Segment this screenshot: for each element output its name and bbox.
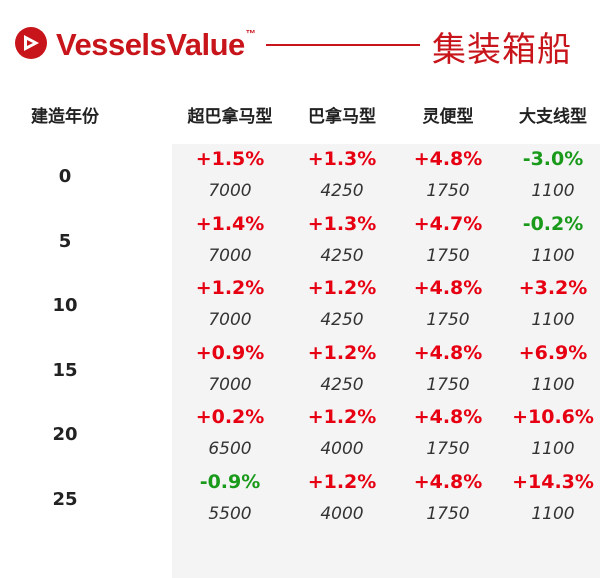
vessel-size-cell: 1100 [531, 310, 575, 330]
value-change-cell: +0.9% [195, 341, 265, 364]
value-change-cell: -0.9% [199, 470, 261, 493]
brand-name: VesselsValue™ [56, 27, 256, 62]
value-change-cell: +1.2% [307, 277, 377, 299]
vessel-size-cell: 1750 [426, 503, 470, 524]
value-change-cell: +1.3% [307, 148, 377, 170]
vessel-size-cell: 7000 [208, 245, 252, 266]
build-year-cell: 15 [52, 359, 78, 381]
build-year-cell: 0 [58, 166, 72, 187]
value-change-cell: +1.4% [195, 212, 265, 235]
value-change-cell: +4.8% [413, 470, 483, 493]
vessel-size-cell: 1100 [531, 503, 575, 524]
vessel-size-cell: 4000 [320, 439, 364, 459]
build-year-cell: 10 [52, 295, 78, 316]
section-title: 集装箱船 [432, 30, 572, 70]
value-change-cell: +1.2% [307, 341, 377, 364]
column-header: 大支线型 [519, 107, 587, 127]
vessel-size-cell: 7000 [208, 374, 252, 395]
value-change-cell: +6.9% [518, 341, 588, 364]
column-header: 灵便型 [422, 107, 474, 127]
value-change-cell: +3.2% [518, 277, 588, 299]
value-change-cell: +1.2% [307, 470, 377, 493]
value-change-cell: -3.0% [522, 148, 584, 170]
vessel-size-cell: 4250 [320, 310, 364, 330]
value-change-cell: +4.7% [413, 212, 483, 235]
vessel-size-cell: 1100 [531, 181, 575, 201]
vessel-size-cell: 7000 [208, 310, 252, 330]
value-change-cell: +10.6% [512, 406, 594, 428]
vessel-size-cell: 4250 [320, 181, 364, 201]
header: VesselsValue™ 集装箱船 [0, 0, 600, 80]
value-change-cell: +4.8% [413, 406, 483, 428]
vessel-size-cell: 4000 [320, 503, 364, 524]
vessel-size-cell: 1750 [426, 245, 470, 266]
table-body-background [172, 144, 600, 578]
value-change-cell: +4.8% [413, 148, 483, 170]
value-change-cell: +1.2% [195, 277, 265, 299]
vesselsvalue-logo-icon [15, 27, 47, 59]
value-change-cell: +0.2% [195, 406, 265, 428]
build-year-cell: 20 [52, 424, 78, 445]
column-header: 巴拿马型 [308, 107, 376, 127]
build-year-cell: 25 [52, 488, 78, 510]
vessel-size-cell: 1750 [426, 439, 470, 459]
build-year-cell: 5 [58, 230, 72, 252]
header-divider [266, 44, 420, 46]
vessel-size-cell: 5500 [208, 503, 252, 524]
value-change-cell: +1.3% [307, 212, 377, 235]
vessel-size-cell: 1100 [531, 374, 575, 395]
column-header: 超巴拿马型 [187, 107, 273, 127]
vessel-size-cell: 1750 [426, 181, 470, 201]
year-column-header: 建造年份 [31, 107, 99, 127]
value-change-cell: -0.2% [522, 212, 584, 235]
vessel-size-cell: 7000 [208, 181, 252, 201]
value-change-cell: +1.2% [307, 406, 377, 428]
vessel-size-cell: 4250 [320, 245, 364, 266]
vessel-size-cell: 1100 [531, 439, 575, 459]
value-change-cell: +4.8% [413, 341, 483, 364]
value-change-cell: +1.5% [195, 148, 265, 170]
vessel-size-cell: 1750 [426, 374, 470, 395]
vessel-size-cell: 1750 [426, 310, 470, 330]
vessel-size-cell: 1100 [531, 245, 575, 266]
value-change-cell: +4.8% [413, 277, 483, 299]
vessel-size-cell: 4250 [320, 374, 364, 395]
vessel-size-cell: 6500 [208, 439, 252, 459]
value-change-cell: +14.3% [512, 470, 594, 493]
